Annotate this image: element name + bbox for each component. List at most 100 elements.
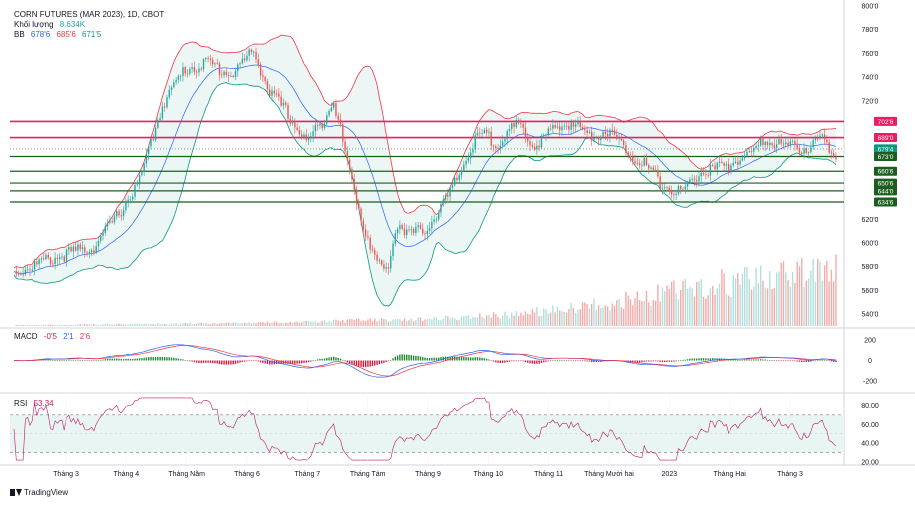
- macd-histogram-bar: [469, 357, 472, 361]
- volume-bar: [253, 322, 255, 326]
- volume-bar: [511, 312, 513, 326]
- volume-bar: [611, 303, 613, 326]
- volume-bar: [175, 322, 177, 326]
- volume-bar: [479, 313, 481, 326]
- tradingview-logo-text: TradingView: [24, 488, 69, 497]
- macd-histogram-bar: [358, 360, 360, 367]
- volume-bar: [289, 321, 291, 326]
- macd-histogram-bar: [769, 360, 771, 361]
- candle-body: [278, 93, 280, 97]
- candle-body: [287, 104, 289, 119]
- macd-histogram-bar: [460, 357, 463, 361]
- volume-bar: [734, 278, 737, 326]
- volume-bar: [737, 273, 739, 326]
- volume-bar: [237, 323, 239, 326]
- candle-body: [102, 232, 104, 236]
- candle-body: [814, 138, 817, 140]
- volume-bar: [264, 323, 266, 326]
- macd-histogram-bar: [520, 360, 522, 362]
- candle-body: [716, 162, 718, 170]
- macd-histogram-bar: [709, 358, 712, 361]
- volume-bar: [97, 324, 100, 326]
- macd-histogram-bar: [547, 360, 549, 362]
- macd-histogram-bar: [351, 360, 353, 365]
- candle-body: [339, 119, 342, 125]
- macd-histogram-bar: [707, 358, 709, 361]
- macd-histogram-bar: [680, 360, 682, 361]
- macd-histogram-bar: [673, 360, 675, 362]
- candle-body: [40, 258, 43, 260]
- volume-bar: [70, 325, 72, 326]
- volume-bar: [127, 324, 129, 326]
- volume-bar: [230, 323, 232, 326]
- macd-histogram-bar: [492, 360, 495, 362]
- macd-histogram-bar: [403, 354, 406, 361]
- volume-bar: [456, 320, 458, 326]
- macd-histogram-bar: [682, 360, 684, 361]
- volume-bar: [522, 315, 524, 326]
- time-axis-tick: Tháng 7: [294, 471, 320, 478]
- candle-body: [337, 115, 339, 120]
- volume-bar: [543, 308, 545, 326]
- macd-histogram-bar: [773, 360, 776, 362]
- volume-bar: [812, 259, 814, 326]
- macd-histogram-bar: [543, 360, 545, 363]
- volume-bar: [177, 324, 180, 326]
- candle-body: [72, 246, 75, 252]
- macd-histogram-bar: [193, 360, 196, 363]
- macd-histogram-bar: [465, 357, 467, 361]
- tradingview-logo[interactable]: TradingView: [10, 488, 68, 497]
- volume-bar: [714, 294, 716, 326]
- volume-bar: [387, 321, 390, 326]
- candle-body: [725, 164, 728, 166]
- candle-body: [150, 139, 152, 147]
- candle-body: [549, 128, 552, 130]
- volume-bar: [218, 323, 221, 326]
- volume-bar: [675, 293, 677, 326]
- candle-body: [332, 103, 335, 108]
- volume-bar: [401, 320, 403, 326]
- volume-bar: [17, 325, 20, 326]
- candle-body: [346, 151, 349, 160]
- volume-bar: [458, 319, 460, 326]
- volume-bar: [602, 307, 604, 326]
- macd-histogram-bar: [705, 358, 707, 361]
- macd-histogram-bar: [179, 359, 182, 361]
- macd-histogram-bar: [113, 358, 116, 361]
- macd-axis-tick: 0: [868, 358, 872, 365]
- volume-bar: [374, 318, 376, 326]
- candle-body: [712, 164, 714, 166]
- candle-body: [262, 75, 264, 78]
- macd-histogram-bar: [360, 360, 362, 367]
- candle-body: [791, 140, 794, 142]
- candle-body: [113, 216, 116, 223]
- candle-body: [161, 106, 164, 119]
- candle-body: [773, 145, 776, 148]
- macd-histogram-bar: [734, 359, 737, 361]
- candle-body: [36, 261, 38, 265]
- candle-body: [52, 263, 54, 265]
- candle-body: [741, 158, 744, 161]
- macd-histogram-bar: [652, 360, 655, 362]
- candle-body: [746, 151, 748, 156]
- macd-signal-line: [14, 345, 837, 377]
- macd-histogram-bar: [376, 360, 378, 365]
- candle-body: [275, 93, 278, 95]
- candle-body: [705, 174, 707, 176]
- volume-bar: [223, 322, 225, 326]
- macd-histogram-bar: [221, 360, 223, 365]
- macd-histogram-bar: [479, 357, 481, 361]
- candle-body: [234, 71, 237, 77]
- macd-histogram-bar: [814, 360, 817, 362]
- macd-histogram-bar: [157, 356, 159, 361]
- candle-body: [456, 177, 458, 181]
- volume-bar: [179, 324, 182, 326]
- macd-histogram-bar: [70, 359, 72, 361]
- candle-body: [588, 131, 591, 134]
- candle-body: [323, 123, 326, 129]
- candle-body: [762, 138, 764, 146]
- candle-body: [476, 132, 479, 136]
- macd-histogram-bar: [764, 359, 766, 361]
